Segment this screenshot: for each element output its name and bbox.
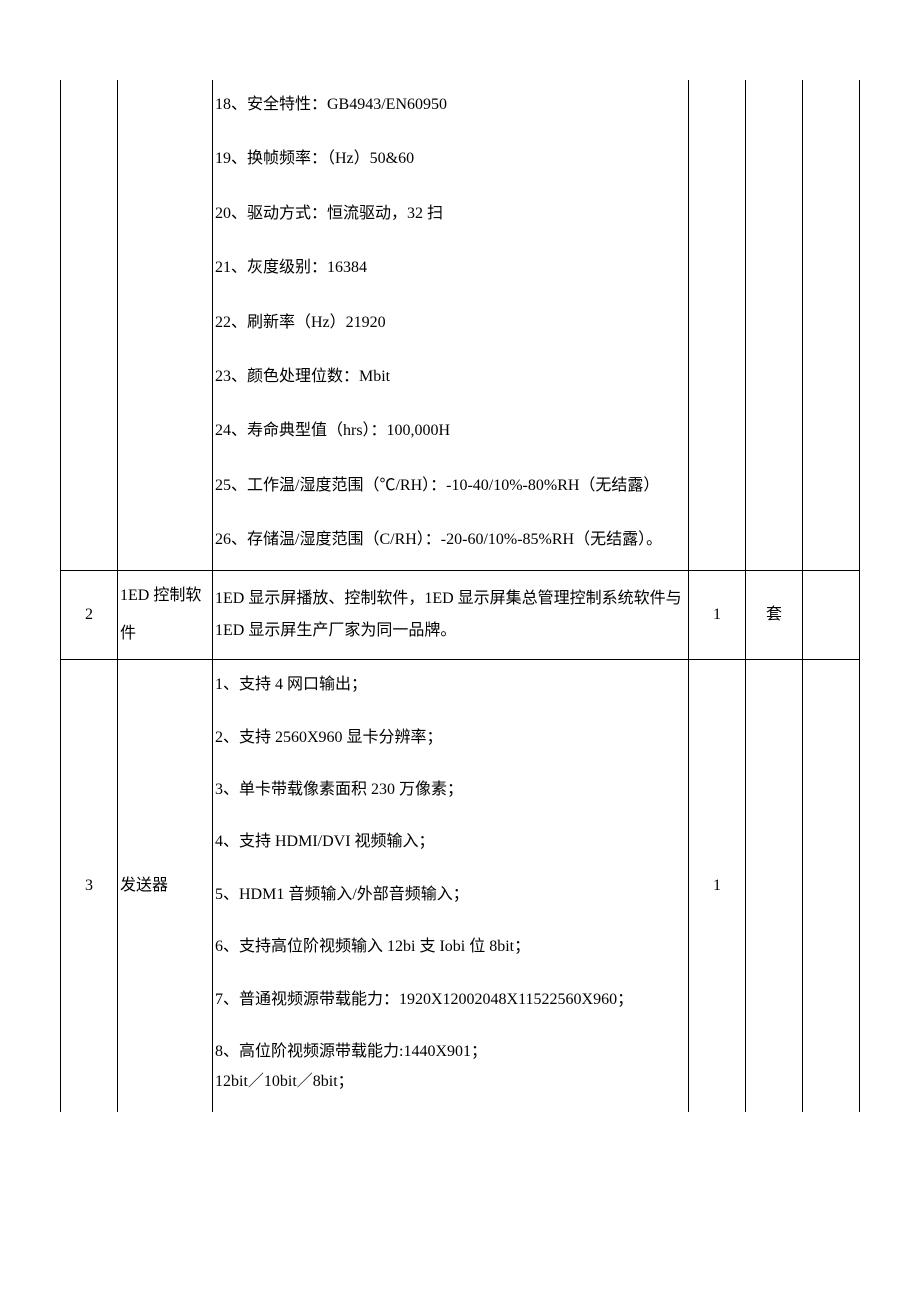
row-extra — [803, 80, 860, 570]
row-unit — [746, 80, 803, 570]
row-index — [61, 80, 118, 570]
spec-line: 4、支持 HDMI/DVI 视频输入； — [215, 823, 686, 875]
spec-line: 20、驱动方式：恒流驱动，32 扫 — [215, 195, 686, 249]
row-extra — [803, 570, 860, 660]
row-index: 3 — [61, 660, 118, 1112]
row-extra — [803, 660, 860, 1112]
spec-line: 5、HDM1 音频输入/外部音频输入； — [215, 876, 686, 928]
row-name: 1ED 控制软件 — [118, 570, 213, 660]
spec-line: 8、高位阶视频源带载能力:1440X901； 12bit／10bit／8bit； — [215, 1033, 686, 1106]
spec-line: 23、颜色处理位数：Mbit — [215, 358, 686, 412]
spec-line: 18、安全特性：GB4943/EN60950 — [215, 86, 686, 140]
spec-line: 2、支持 2560X960 显卡分辨率； — [215, 719, 686, 771]
row-qty: 1 — [689, 660, 746, 1112]
spec-line: 22、刷新率（Hz）21920 — [215, 304, 686, 358]
row-unit: 套 — [746, 570, 803, 660]
row-name: 发送器 — [118, 660, 213, 1112]
spec-line: 21、灰度级别：16384 — [215, 249, 686, 303]
spec-line: 7、普通视频源带载能力：1920X12002048X11522560X960； — [215, 981, 686, 1033]
row-spec: 1、支持 4 网口输出；2、支持 2560X960 显卡分辨率；3、单卡带载像素… — [213, 660, 689, 1112]
spec-line: 6、支持高位阶视频输入 12bi 支 Iobi 位 8bit； — [215, 928, 686, 980]
spec-line: 1、支持 4 网口输出； — [215, 666, 686, 718]
row-qty: 1 — [689, 570, 746, 660]
row-spec: 1ED 显示屏播放、控制软件，1ED 显示屏集总管理控制系统软件与 1ED 显示… — [213, 570, 689, 660]
row-name — [118, 80, 213, 570]
spec-line: 24、寿命典型值（hrs）：100,000H — [215, 412, 686, 466]
row-unit — [746, 660, 803, 1112]
spec-line: 26、存储温/湿度范围（C/RH）：-20-60/10%-85%RH（无结露）。 — [215, 521, 686, 563]
row-index: 2 — [61, 570, 118, 660]
spec-line: 3、单卡带载像素面积 230 万像素； — [215, 771, 686, 823]
document-page: 18、安全特性：GB4943/EN6095019、换帧频率：（Hz）50&602… — [0, 0, 920, 1301]
spec-table: 18、安全特性：GB4943/EN6095019、换帧频率：（Hz）50&602… — [60, 80, 860, 1112]
spec-line: 25、工作温/湿度范围（℃/RH）：-10-40/10%-80%RH（无结露） — [215, 467, 686, 521]
row-qty — [689, 80, 746, 570]
spec-line: 19、换帧频率：（Hz）50&60 — [215, 140, 686, 194]
row-spec: 18、安全特性：GB4943/EN6095019、换帧频率：（Hz）50&602… — [213, 80, 689, 570]
